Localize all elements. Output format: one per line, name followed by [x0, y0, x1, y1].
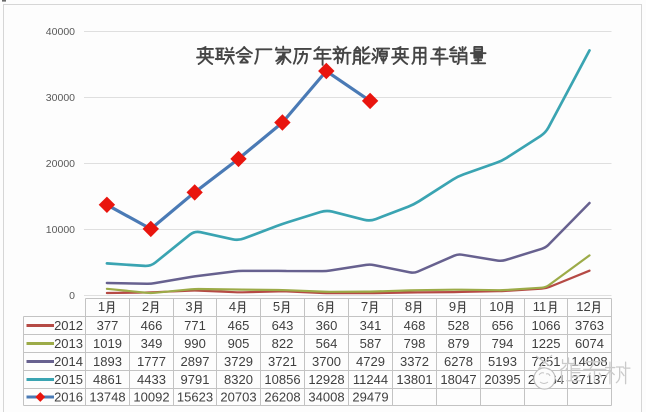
svg-text:3: 3 — [185, 299, 192, 314]
svg-text:3372: 3372 — [400, 354, 429, 369]
svg-text:468: 468 — [404, 318, 426, 333]
svg-text:564: 564 — [316, 336, 338, 351]
svg-text:5: 5 — [273, 299, 280, 314]
svg-text:8320: 8320 — [224, 372, 253, 387]
svg-text:466: 466 — [141, 318, 163, 333]
svg-text:656: 656 — [492, 318, 514, 333]
svg-text:9: 9 — [449, 299, 456, 314]
svg-text:3721: 3721 — [268, 354, 297, 369]
svg-text:4861: 4861 — [93, 372, 122, 387]
svg-text:643: 643 — [272, 318, 294, 333]
svg-text:20395: 20395 — [484, 372, 520, 387]
svg-text:6: 6 — [317, 299, 324, 314]
svg-text:377: 377 — [97, 318, 119, 333]
svg-text:5193: 5193 — [488, 354, 517, 369]
svg-text:2: 2 — [142, 299, 149, 314]
svg-text:13748: 13748 — [89, 390, 125, 405]
svg-text:30000: 30000 — [46, 92, 75, 104]
svg-text:771: 771 — [184, 318, 206, 333]
svg-text:3729: 3729 — [224, 354, 253, 369]
svg-text:6074: 6074 — [575, 336, 604, 351]
svg-text:1066: 1066 — [532, 318, 561, 333]
svg-text:2016: 2016 — [54, 390, 83, 405]
svg-text:2013: 2013 — [54, 336, 83, 351]
svg-text:12928: 12928 — [308, 372, 344, 387]
svg-text:26208: 26208 — [264, 390, 300, 405]
svg-text:990: 990 — [184, 336, 206, 351]
svg-text:798: 798 — [404, 336, 426, 351]
svg-text:40000: 40000 — [46, 26, 75, 38]
svg-text:0: 0 — [69, 290, 75, 302]
svg-text:11: 11 — [533, 299, 547, 314]
svg-text:794: 794 — [492, 336, 514, 351]
svg-text:7: 7 — [361, 299, 368, 314]
svg-text:4433: 4433 — [137, 372, 166, 387]
svg-text:3763: 3763 — [575, 318, 604, 333]
svg-text:2897: 2897 — [181, 354, 210, 369]
svg-text:1: 1 — [98, 299, 105, 314]
svg-text:341: 341 — [360, 318, 382, 333]
svg-text:2012: 2012 — [54, 318, 83, 333]
svg-text:18047: 18047 — [440, 372, 476, 387]
svg-text:2014: 2014 — [54, 354, 83, 369]
svg-text:6278: 6278 — [444, 354, 473, 369]
svg-text:9791: 9791 — [181, 372, 210, 387]
svg-text:3700: 3700 — [312, 354, 341, 369]
svg-text:4729: 4729 — [356, 354, 385, 369]
svg-text:37137: 37137 — [571, 372, 607, 387]
svg-text:4: 4 — [229, 299, 236, 314]
svg-text:1225: 1225 — [532, 336, 561, 351]
svg-text:879: 879 — [448, 336, 470, 351]
svg-text:10092: 10092 — [133, 390, 169, 405]
svg-text:13801: 13801 — [396, 372, 432, 387]
svg-text:905: 905 — [228, 336, 250, 351]
svg-text:349: 349 — [141, 336, 163, 351]
svg-text:822: 822 — [272, 336, 294, 351]
svg-text:29479: 29479 — [352, 390, 388, 405]
svg-text:10: 10 — [489, 299, 503, 314]
svg-text:1777: 1777 — [137, 354, 166, 369]
svg-text:8: 8 — [405, 299, 412, 314]
svg-text:10000: 10000 — [46, 224, 75, 236]
svg-text:528: 528 — [448, 318, 470, 333]
svg-text:20703: 20703 — [220, 390, 256, 405]
svg-text:360: 360 — [316, 318, 338, 333]
svg-text:12: 12 — [576, 299, 590, 314]
svg-text:15623: 15623 — [177, 390, 213, 405]
svg-text:34008: 34008 — [308, 390, 344, 405]
svg-text:587: 587 — [360, 336, 382, 351]
svg-text:10856: 10856 — [264, 372, 300, 387]
svg-text:20000: 20000 — [46, 158, 75, 170]
svg-text:2015: 2015 — [54, 372, 83, 387]
svg-text:11244: 11244 — [353, 372, 388, 387]
svg-text:1893: 1893 — [93, 354, 122, 369]
svg-text:465: 465 — [228, 318, 250, 333]
svg-text:1019: 1019 — [93, 336, 122, 351]
